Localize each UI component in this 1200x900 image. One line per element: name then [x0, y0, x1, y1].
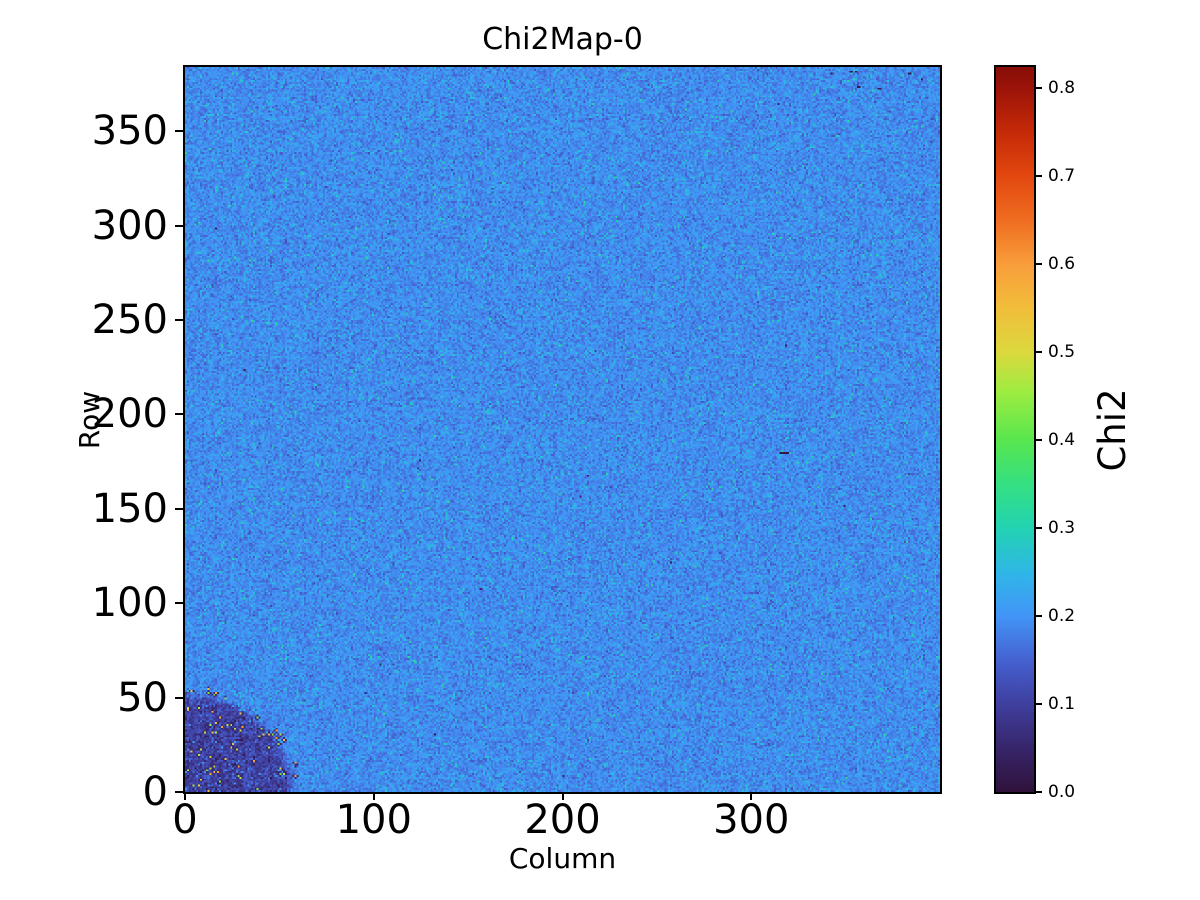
colorbar-tick	[1036, 87, 1042, 90]
colorbar-gradient	[996, 67, 1034, 792]
x-tick-label: 100	[335, 797, 412, 843]
x-tick-label: 200	[524, 797, 601, 843]
y-tick-label: 200	[91, 391, 168, 438]
y-tick	[175, 224, 183, 227]
y-tick-label: 350	[91, 108, 168, 155]
x-tick-label: 0	[172, 797, 198, 843]
colorbar-tick	[1036, 351, 1042, 354]
x-tick-label: 300	[713, 797, 790, 843]
colorbar-tick-label: 0.0	[1048, 782, 1076, 802]
colorbar-tick	[1036, 527, 1042, 530]
colorbar-label: Chi2	[1091, 388, 1134, 472]
colorbar-tick	[1036, 703, 1042, 705]
colorbar-tick-label: 0.7	[1048, 166, 1076, 187]
y-tick	[175, 318, 183, 321]
colorbar-tick	[1036, 615, 1042, 618]
colorbar	[994, 65, 1036, 794]
y-tick-label: 0	[142, 769, 168, 815]
y-tick-label: 150	[91, 485, 168, 532]
x-tick	[750, 792, 753, 800]
y-tick-label: 100	[91, 580, 168, 627]
colorbar-tick-label: 0.8	[1048, 78, 1076, 99]
colorbar-tick	[1036, 175, 1042, 178]
colorbar-tick	[1036, 263, 1042, 266]
y-tick	[175, 696, 183, 699]
y-tick	[175, 507, 183, 510]
y-tick	[175, 791, 183, 793]
colorbar-tick	[1036, 439, 1042, 442]
colorbar-tick-label: 0.6	[1048, 254, 1076, 275]
colorbar-tick-label: 0.3	[1048, 518, 1076, 539]
colorbar-tick-label: 0.1	[1048, 694, 1076, 714]
heatmap-plot-area	[183, 65, 942, 794]
plot-title: Chi2Map-0	[482, 22, 643, 57]
colorbar-tick	[1036, 791, 1042, 793]
colorbar-tick-label: 0.2	[1048, 606, 1076, 627]
y-tick	[175, 130, 183, 133]
y-tick	[175, 602, 183, 605]
y-tick-label: 50	[117, 674, 168, 721]
x-tick	[372, 792, 375, 800]
y-tick-label: 250	[91, 296, 168, 343]
colorbar-tick-label: 0.4	[1048, 430, 1076, 451]
y-tick-label: 300	[91, 202, 168, 249]
y-tick	[175, 413, 183, 416]
x-axis-label: Column	[508, 842, 617, 875]
heatmap-canvas	[185, 67, 940, 792]
x-tick	[184, 792, 186, 800]
colorbar-tick-label: 0.5	[1048, 342, 1076, 363]
x-tick	[561, 792, 564, 800]
